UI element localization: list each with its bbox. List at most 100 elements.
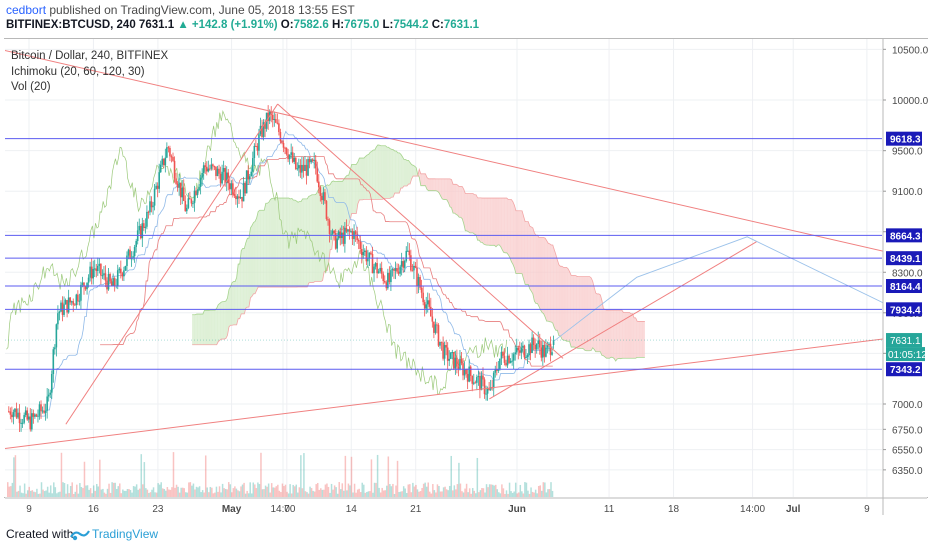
volume-bar bbox=[33, 491, 35, 497]
published-header: cedbort published on TradingView.com, Ju… bbox=[0, 0, 932, 36]
cloud-segment-bear bbox=[604, 309, 607, 359]
candle-body bbox=[285, 147, 288, 155]
candle-body bbox=[448, 358, 451, 361]
cloud-segment-bear bbox=[499, 198, 501, 247]
cloud-segment-bull bbox=[279, 198, 282, 288]
volume-bar bbox=[435, 492, 437, 497]
candle-body bbox=[391, 268, 394, 271]
cloud-segment-bull bbox=[282, 198, 285, 288]
candle-body bbox=[169, 148, 171, 157]
cloud-segment-bull bbox=[410, 162, 412, 184]
candle-body bbox=[60, 302, 62, 312]
volume-bar bbox=[312, 490, 314, 497]
cloud-segment-bull bbox=[259, 210, 262, 288]
candle-body bbox=[350, 231, 352, 233]
volume-bar bbox=[359, 492, 362, 497]
low-label: L: bbox=[382, 19, 394, 31]
candle-body bbox=[32, 413, 35, 417]
cloud-segment-bull bbox=[215, 308, 217, 345]
candle-body bbox=[327, 219, 329, 221]
candle-body bbox=[383, 281, 386, 283]
cloud-segment-bear bbox=[448, 178, 450, 207]
y-tick-label: 9500.0 bbox=[892, 147, 923, 158]
volume-bar bbox=[115, 488, 118, 497]
cloud-segment-bear bbox=[506, 198, 509, 255]
candle-body bbox=[545, 347, 547, 357]
volume-bar bbox=[56, 493, 58, 497]
level-label-box bbox=[886, 228, 922, 243]
candle-body bbox=[26, 410, 29, 420]
level-label-box bbox=[886, 362, 922, 377]
volume-bar bbox=[364, 492, 367, 497]
volume-bar bbox=[74, 491, 77, 497]
candle-body bbox=[127, 249, 130, 256]
cloud-segment-bear bbox=[558, 264, 561, 336]
candle-body bbox=[333, 230, 335, 233]
candle-body bbox=[78, 300, 81, 302]
candle-body bbox=[106, 280, 108, 290]
volume-bar bbox=[215, 486, 218, 497]
candle-body bbox=[287, 154, 289, 160]
cloud-segment-bull bbox=[388, 147, 391, 199]
volume-bar bbox=[129, 490, 132, 497]
cloud-segment-bear bbox=[620, 310, 622, 359]
cloud-segment-bear bbox=[520, 210, 523, 274]
volume-bar bbox=[185, 492, 187, 497]
author-name[interactable]: cedbort bbox=[6, 3, 47, 17]
candle-body bbox=[184, 200, 187, 212]
candle-body bbox=[477, 375, 480, 378]
cloud-segment-bull bbox=[337, 181, 340, 232]
volume-bar bbox=[281, 483, 284, 497]
cloud-segment-bull bbox=[347, 175, 349, 226]
cloud-segment-bull bbox=[213, 310, 216, 345]
cloud-segment-bear bbox=[583, 276, 586, 351]
x-tick-label: 21 bbox=[410, 504, 422, 515]
cloud-segment-bear bbox=[508, 199, 510, 258]
volume-bar bbox=[126, 489, 129, 497]
candle-body bbox=[261, 125, 263, 137]
cloud-segment-bear bbox=[511, 199, 513, 265]
candle-body bbox=[417, 276, 420, 286]
volume-bar bbox=[287, 493, 290, 497]
cloud-segment-bull bbox=[271, 198, 274, 288]
candle-body bbox=[308, 159, 311, 163]
candle-body bbox=[278, 123, 280, 133]
level-label-text: 7934.4 bbox=[890, 305, 921, 316]
candle-body bbox=[397, 271, 400, 274]
candle-body bbox=[549, 343, 552, 355]
volume-bar bbox=[349, 485, 351, 497]
cloud-segment-bear bbox=[453, 184, 455, 214]
axis-background bbox=[883, 39, 932, 497]
volume-bar bbox=[393, 493, 396, 497]
cloud-segment-bull bbox=[414, 166, 417, 177]
cloud-segment-bull bbox=[350, 164, 352, 220]
volume-bar bbox=[102, 488, 104, 497]
candle-body bbox=[113, 278, 116, 286]
candle-body bbox=[344, 227, 346, 244]
candle-body bbox=[456, 357, 458, 367]
cloud-segment-bear bbox=[479, 197, 481, 243]
volume-bar bbox=[208, 492, 210, 497]
volume-bar bbox=[80, 487, 83, 497]
legend-volume[interactable]: Vol (20) bbox=[11, 81, 51, 93]
volume-bar bbox=[117, 486, 119, 497]
candle-body bbox=[359, 241, 362, 249]
candle-body bbox=[440, 341, 443, 343]
cloud-segment-bull bbox=[192, 314, 194, 345]
candle-body bbox=[170, 156, 173, 158]
volume-bar bbox=[36, 488, 38, 497]
close-label: C: bbox=[431, 19, 444, 31]
candle-body bbox=[133, 247, 136, 257]
tradingview-brand[interactable]: TradingView bbox=[92, 527, 159, 541]
legend-ichimoku[interactable]: Ichimoku (20, 60, 120, 30) bbox=[11, 65, 145, 78]
candle-body bbox=[70, 301, 73, 303]
candle-body bbox=[411, 270, 414, 272]
cloud-segment-bear bbox=[485, 198, 487, 246]
volume-bar bbox=[375, 482, 377, 497]
cloud-segment-bull bbox=[227, 289, 229, 336]
close-value: 7631.1 bbox=[443, 19, 480, 31]
volume-bar bbox=[290, 493, 293, 497]
volume-bar bbox=[151, 489, 153, 497]
cloud-segment-bear bbox=[612, 310, 615, 359]
